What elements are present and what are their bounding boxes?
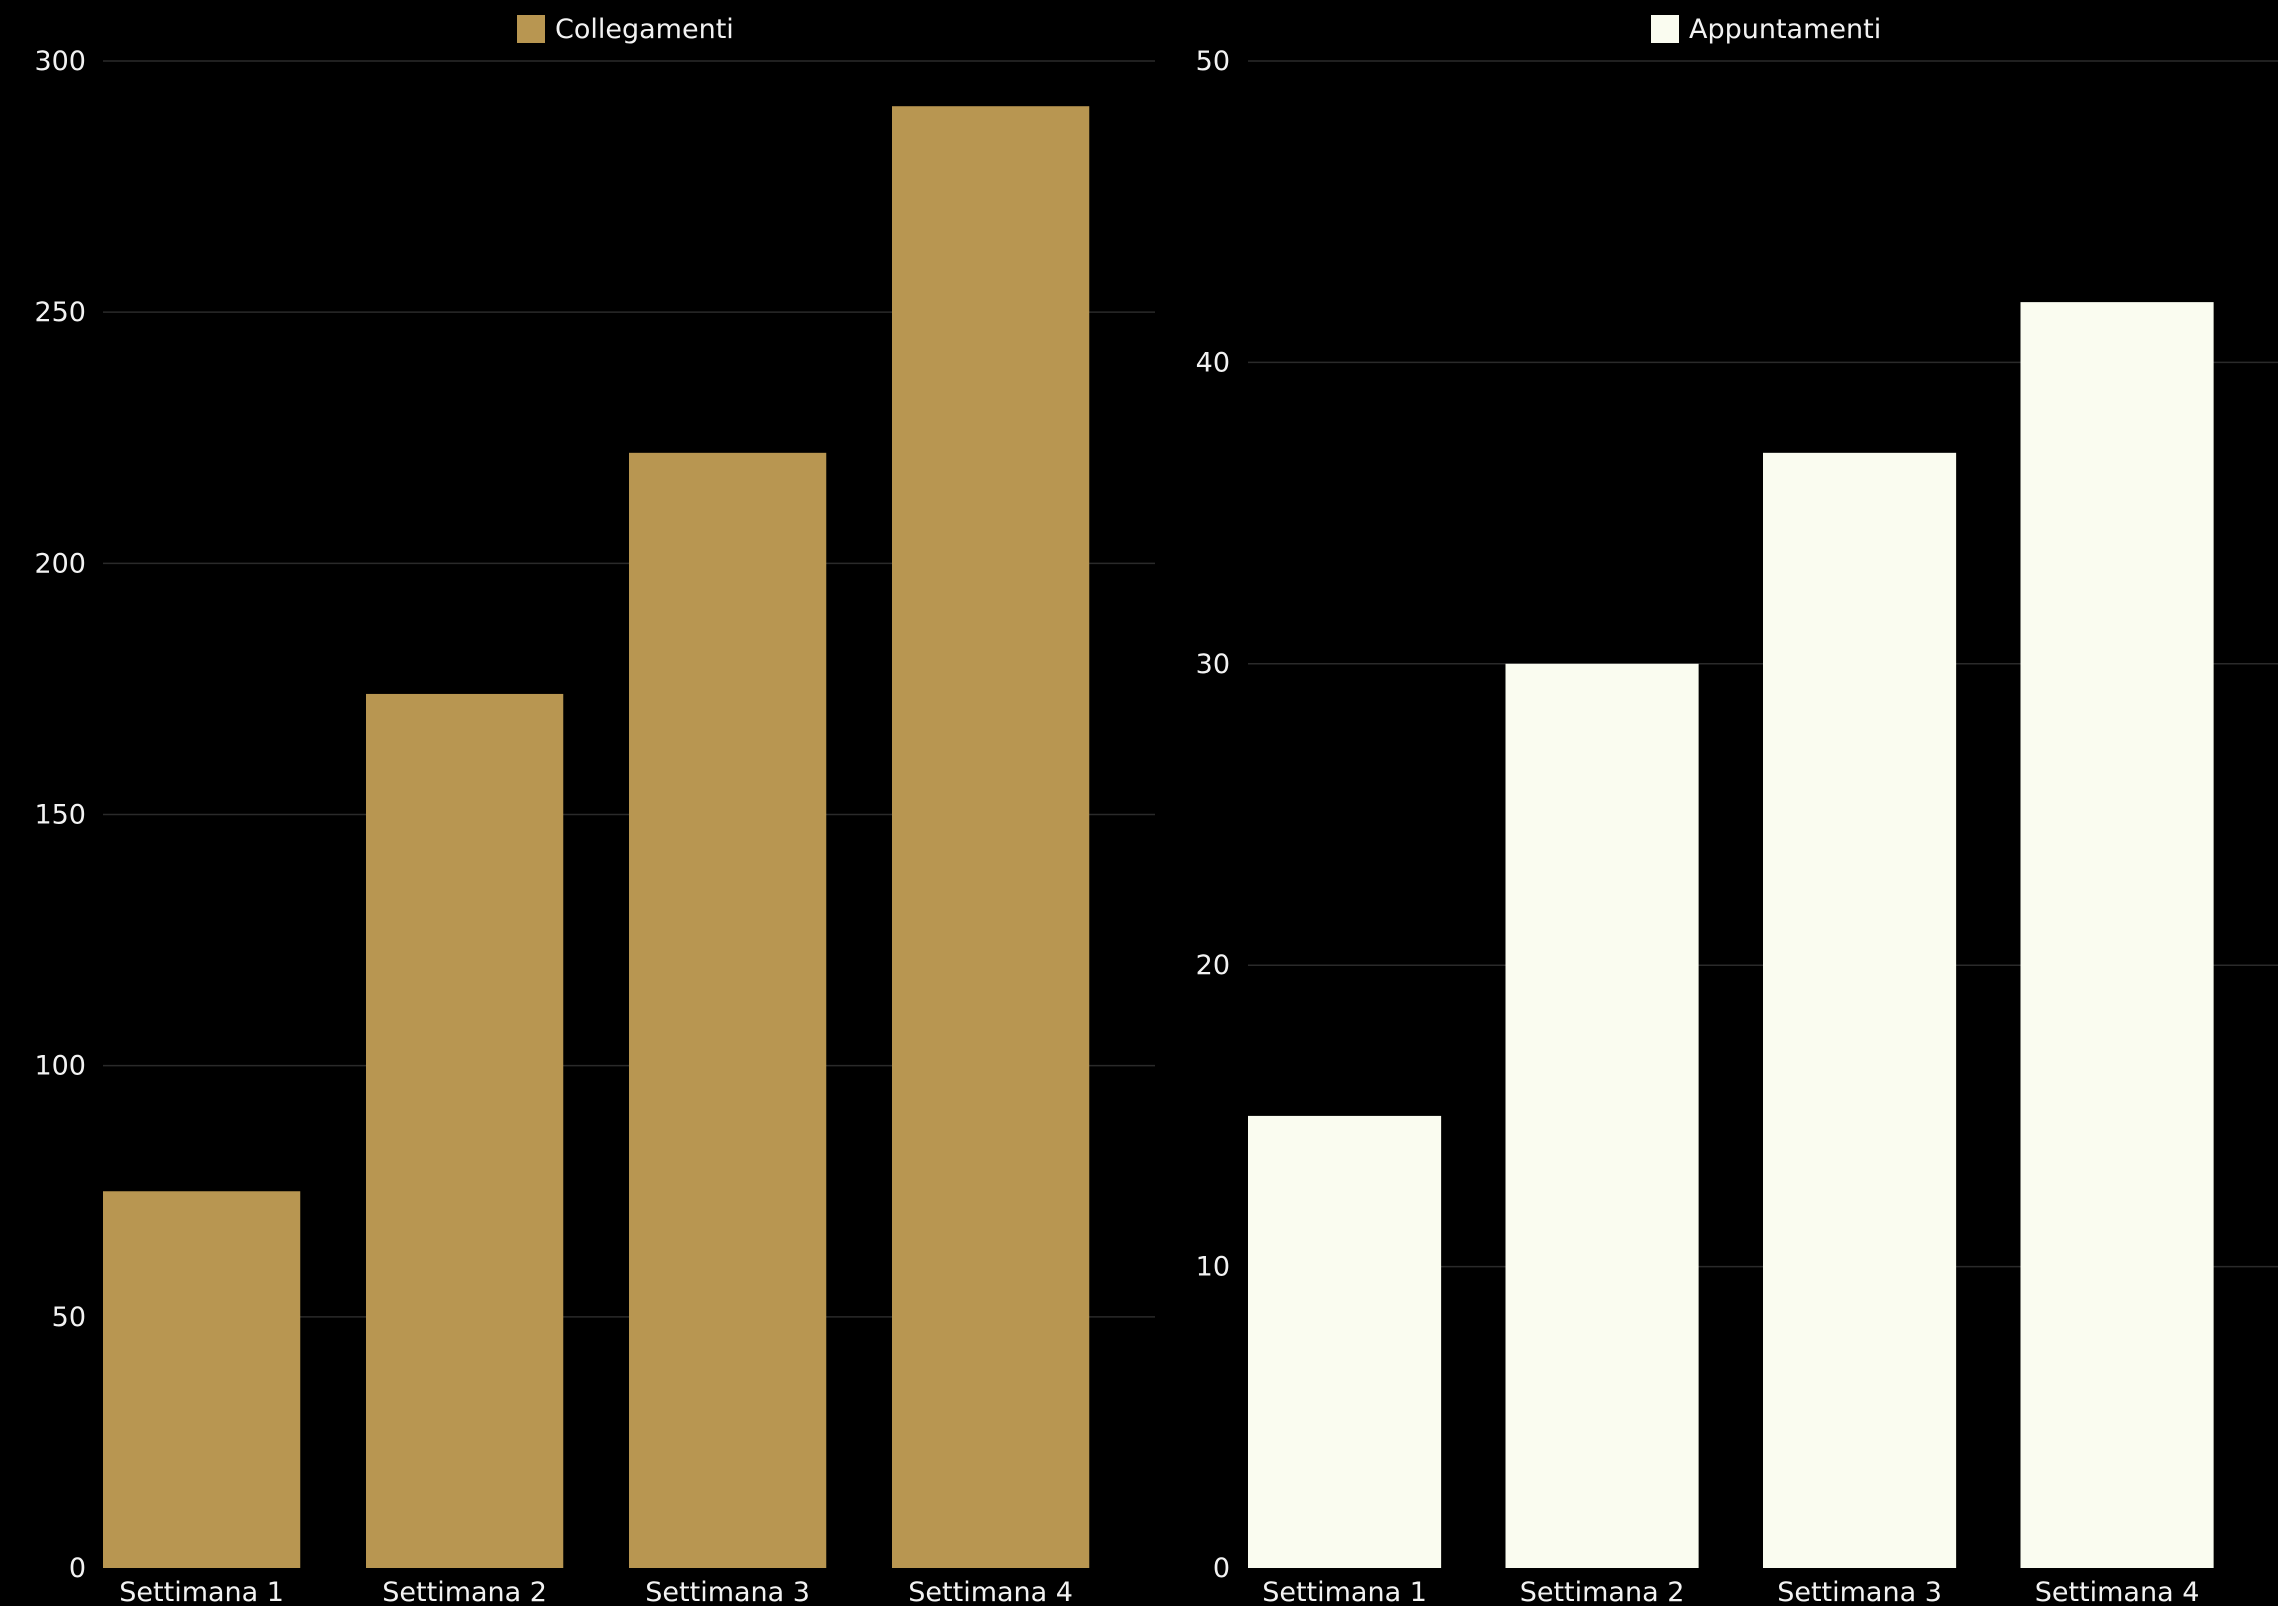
x-tick-label: Settimana 1 bbox=[119, 1577, 284, 1606]
y-tick-label: 200 bbox=[34, 548, 86, 579]
chart-panel-collegamenti: 0 50 100 150 200 250 300 Settimana 1 Settimana 2… bbox=[34, 14, 1155, 1606]
y-tick-label: 50 bbox=[52, 1302, 86, 1333]
x-tick-label: Settimana 4 bbox=[2035, 1577, 2200, 1606]
legend-label[interactable]: Appuntamenti bbox=[1689, 14, 1881, 45]
y-tick-label: 50 bbox=[1196, 46, 1230, 77]
legend-swatch bbox=[517, 15, 545, 43]
x-tick-label: Settimana 3 bbox=[645, 1577, 810, 1606]
x-tick-label: Settimana 1 bbox=[1262, 1577, 1427, 1606]
bar-settimana-2[interactable] bbox=[1505, 663, 1699, 1568]
legend-label[interactable]: Collegamenti bbox=[555, 14, 734, 45]
bar-settimana-3[interactable] bbox=[629, 452, 827, 1568]
bar-settimana-4[interactable] bbox=[2020, 302, 2214, 1568]
y-tick-label: 250 bbox=[34, 297, 86, 328]
y-tick-label: 0 bbox=[69, 1553, 86, 1584]
legend-swatch bbox=[1651, 15, 1679, 43]
y-tick-label: 100 bbox=[34, 1051, 86, 1082]
y-tick-label: 20 bbox=[1196, 950, 1230, 981]
y-tick-label: 300 bbox=[34, 46, 86, 77]
x-tick-label: Settimana 3 bbox=[1777, 1577, 1942, 1606]
x-tick-label: Settimana 4 bbox=[908, 1577, 1073, 1606]
bar-settimana-1[interactable] bbox=[103, 1191, 301, 1568]
bar-settimana-1[interactable] bbox=[1248, 1115, 1442, 1568]
y-tick-label: 30 bbox=[1196, 649, 1230, 680]
bar-settimana-2[interactable] bbox=[366, 693, 564, 1568]
bar-settimana-3[interactable] bbox=[1763, 452, 1957, 1568]
chart-panel-appuntamenti: 0 10 20 30 40 50 Settimana 1 Settimana 2 Settima… bbox=[1196, 14, 2278, 1606]
x-tick-label: Settimana 2 bbox=[382, 1577, 547, 1606]
y-tick-label: 40 bbox=[1196, 347, 1230, 378]
y-tick-label: 10 bbox=[1196, 1252, 1230, 1283]
x-tick-label: Settimana 2 bbox=[1520, 1577, 1685, 1606]
bar-settimana-4[interactable] bbox=[892, 106, 1090, 1569]
y-tick-label: 0 bbox=[1213, 1553, 1230, 1584]
y-tick-label: 150 bbox=[34, 800, 86, 831]
